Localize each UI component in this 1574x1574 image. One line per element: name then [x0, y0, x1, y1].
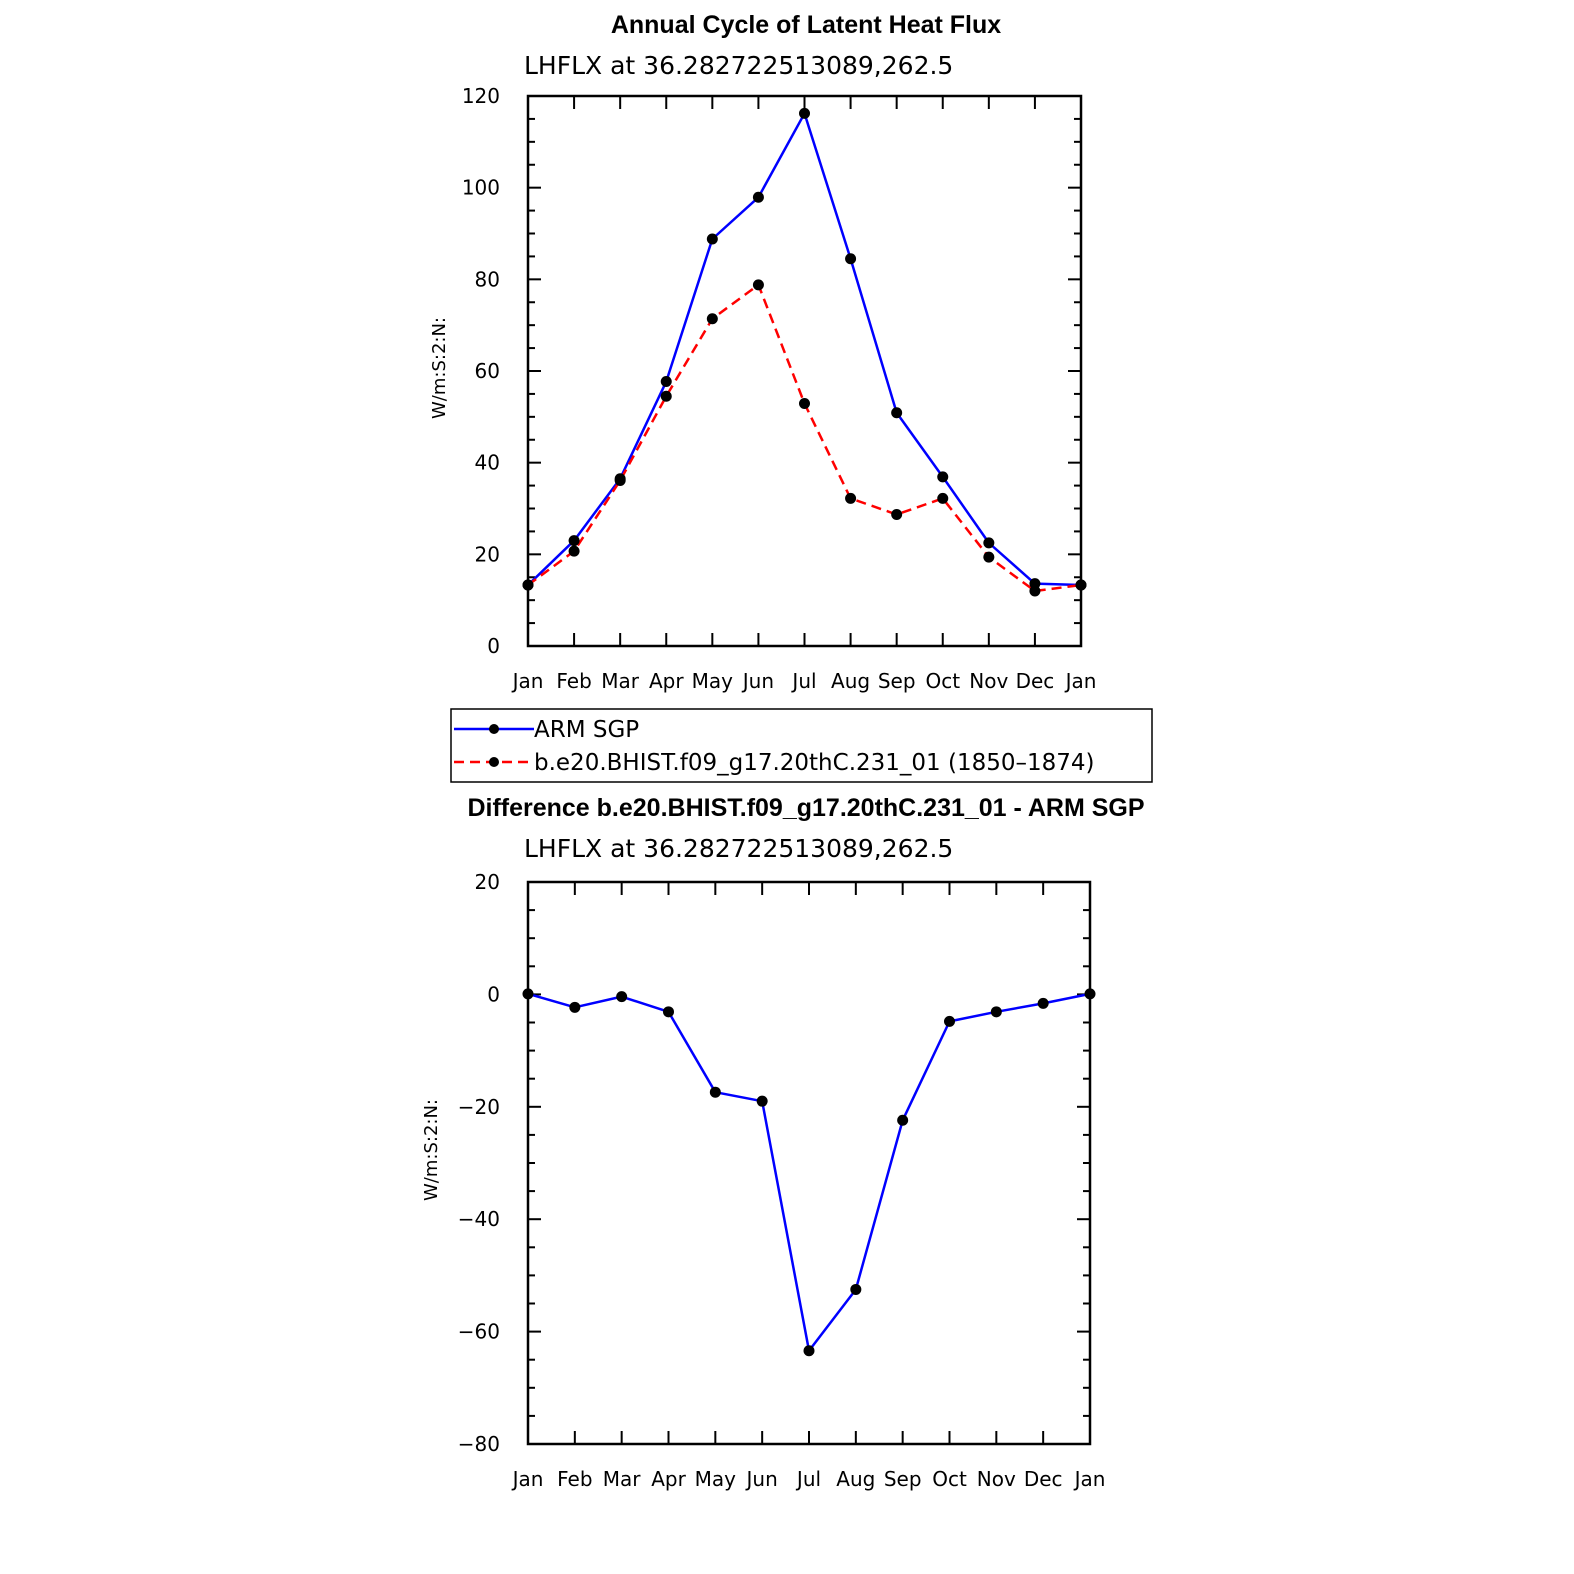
y-tick-label: 60	[475, 359, 500, 383]
y-axis-label: W/m:S:2:N:	[429, 317, 450, 419]
y-tick-label: −40	[458, 1207, 500, 1231]
data-point-0	[891, 407, 903, 419]
y-tick-label: 0	[487, 634, 500, 658]
plot-frame	[526, 880, 1092, 1446]
data-point-0	[850, 1283, 862, 1295]
data-point-0	[803, 1345, 815, 1357]
data-point-1	[983, 551, 995, 563]
data-point-0	[937, 471, 949, 483]
y-tick-label: 80	[475, 267, 500, 291]
x-tick-label: Jul	[795, 1467, 821, 1491]
data-point-0	[709, 1086, 721, 1098]
data-point-1	[522, 579, 534, 591]
x-tick-label: Nov	[977, 1467, 1016, 1491]
legend-marker-model	[489, 757, 499, 767]
x-tick-label: Jul	[790, 669, 816, 693]
x-tick-label: Aug	[836, 1467, 875, 1491]
series-line-1	[527, 283, 1082, 593]
data-point-1	[1029, 585, 1041, 597]
x-tick-label: Jun	[745, 1467, 778, 1491]
x-tick-label: Mar	[601, 669, 640, 693]
x-tick-label: Mar	[603, 1467, 642, 1491]
data-point-0	[660, 376, 672, 388]
latent-heat-difference-chart: Difference b.e20.BHIST.f09_g17.20thC.231…	[421, 794, 1145, 1491]
x-tick-label: Jan	[1064, 669, 1097, 693]
plot-area: 0 20 40 60 80 100 120 Jan Feb Mar Apr May Jun Jul Aug S…	[462, 84, 1097, 693]
data-point-1	[752, 279, 764, 291]
data-point-0	[569, 1001, 581, 1013]
y-tick-label: 40	[475, 451, 500, 475]
y-tick-label: 120	[462, 84, 500, 108]
data-point-1	[660, 390, 672, 402]
x-tick-label: Aug	[831, 669, 870, 693]
x-tick-label: Jun	[741, 669, 774, 693]
data-point-1	[568, 545, 580, 557]
x-tick-label: Oct	[932, 1467, 967, 1491]
series-line-0	[527, 112, 1082, 587]
x-tick-label: Dec	[1016, 669, 1055, 693]
legend-entry-model: b.e20.BHIST.f09_g17.20thC.231_01 (1850–1…	[454, 750, 1095, 776]
legend-label-model: b.e20.BHIST.f09_g17.20thC.231_01 (1850–1…	[534, 750, 1095, 776]
x-tick-label: Jan	[511, 1467, 544, 1491]
legend-entry-arm-sgp: ARM SGP	[454, 717, 639, 743]
series-line-0	[527, 992, 1091, 1352]
x-tick-label: May	[695, 1467, 737, 1491]
x-tick-label: Apr	[649, 669, 684, 693]
data-point-1	[891, 508, 903, 520]
y-tick-label: 100	[462, 176, 500, 200]
x-tick-label: Feb	[557, 1467, 592, 1491]
data-point-0	[706, 233, 718, 245]
y-tick-label: 0	[487, 982, 500, 1006]
data-point-0	[522, 988, 534, 1000]
data-point-0	[897, 1114, 909, 1126]
x-tick-label: Dec	[1024, 1467, 1063, 1491]
data-point-1	[1075, 579, 1087, 591]
x-tick-label: Feb	[556, 669, 591, 693]
data-point-1	[706, 313, 718, 325]
x-tick-label: Sep	[878, 669, 916, 693]
data-point-0	[983, 537, 995, 549]
chart-subtitle: LHFLX at 36.282722513089,262.5	[524, 51, 953, 80]
x-tick-label: Nov	[969, 669, 1008, 693]
y-tick-label: 20	[475, 870, 500, 894]
legend-marker-arm-sgp	[489, 724, 499, 734]
data-point-1	[937, 492, 949, 504]
data-point-1	[845, 492, 857, 504]
y-axis-label: W/m:S:2:N:	[421, 1099, 442, 1201]
data-point-0	[990, 1006, 1002, 1018]
y-tick-label: −80	[458, 1432, 500, 1456]
data-point-0	[1084, 988, 1096, 1000]
x-tick-label: Sep	[884, 1467, 922, 1491]
y-tick-label: −60	[458, 1320, 500, 1344]
latent-heat-annual-cycle-chart: Annual Cycle of Latent Heat Flux LHFLX a…	[429, 11, 1096, 693]
data-point-1	[799, 398, 810, 410]
data-point-0	[799, 107, 810, 119]
y-tick-label: −20	[458, 1095, 500, 1119]
chart-subtitle: LHFLX at 36.282722513089,262.5	[524, 834, 953, 863]
data-point-0	[616, 991, 628, 1003]
x-tick-label: Apr	[651, 1467, 686, 1491]
legend-label-arm-sgp: ARM SGP	[534, 717, 639, 743]
data-point-0	[756, 1095, 768, 1107]
legend: ARM SGP b.e20.BHIST.f09_g17.20thC.231_01…	[450, 708, 1153, 783]
x-tick-label: Jan	[511, 669, 544, 693]
data-point-0	[663, 1006, 674, 1018]
data-point-0	[568, 535, 580, 547]
chart-title: Annual Cycle of Latent Heat Flux	[611, 11, 1001, 39]
data-point-0	[1037, 997, 1049, 1009]
chart-title: Difference b.e20.BHIST.f09_g17.20thC.231…	[467, 794, 1144, 822]
data-point-1	[614, 475, 626, 487]
data-point-0	[845, 253, 857, 265]
data-point-0	[752, 191, 764, 203]
plot-area: −80 −60 −40 −20 0 20 Jan Feb Mar Apr May Jun Jul Aug S…	[458, 870, 1106, 1491]
x-tick-label: Jan	[1073, 1467, 1106, 1491]
x-tick-label: May	[692, 669, 734, 693]
x-tick-label: Oct	[925, 669, 960, 693]
legend-box	[450, 708, 1153, 783]
y-tick-label: 20	[475, 542, 500, 566]
data-point-0	[944, 1015, 955, 1027]
